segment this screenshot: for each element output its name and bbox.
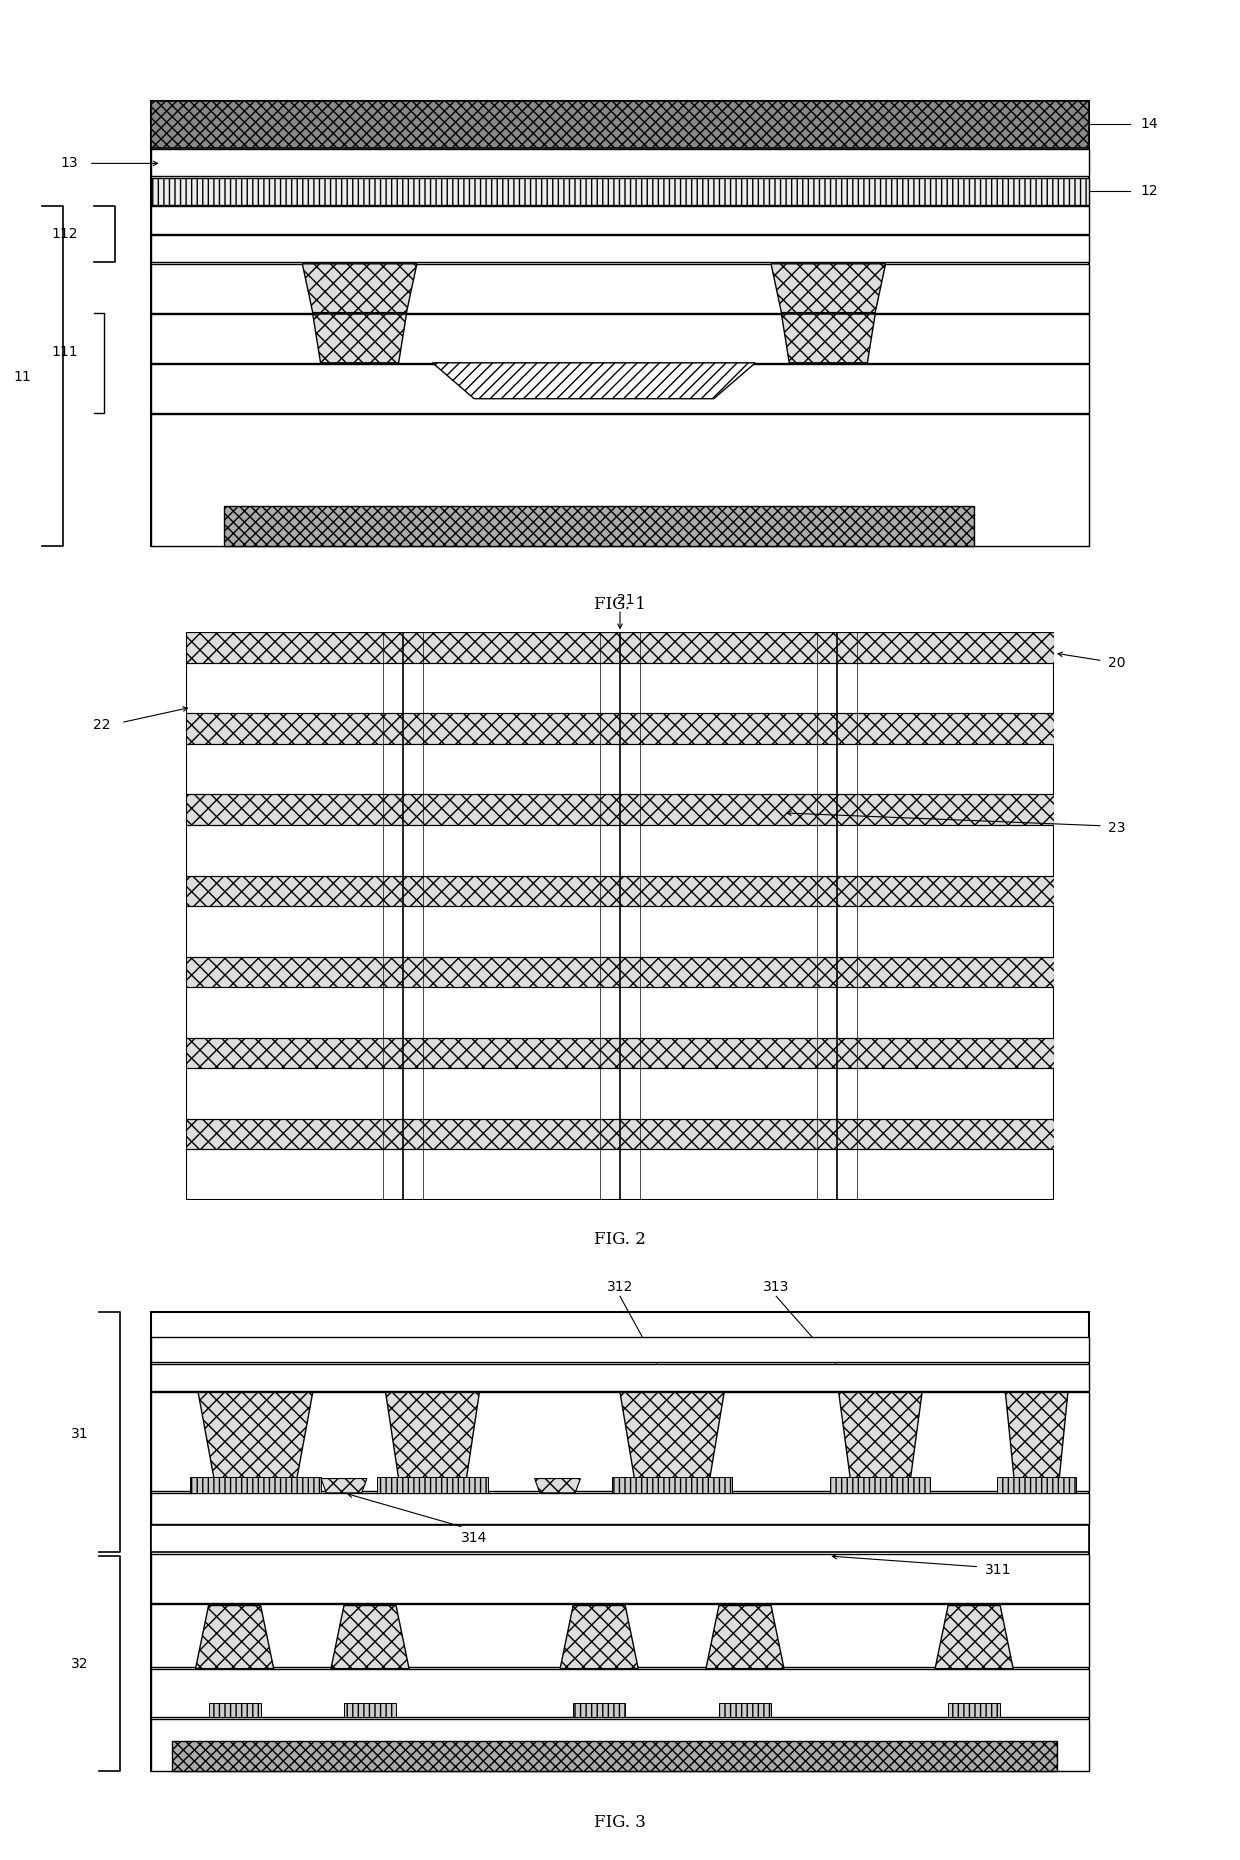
- Polygon shape: [534, 1479, 580, 1494]
- Bar: [151, 100, 1089, 147]
- Bar: [151, 415, 1089, 545]
- Text: FIG. 2: FIG. 2: [594, 1231, 646, 1248]
- Bar: [719, 1704, 771, 1717]
- Bar: [151, 1553, 1089, 1603]
- Bar: [208, 1704, 260, 1717]
- Bar: [611, 1477, 733, 1494]
- Bar: [190, 1477, 321, 1494]
- Polygon shape: [303, 264, 417, 312]
- Bar: [186, 632, 1054, 664]
- Bar: [186, 1118, 1054, 1149]
- Text: 21: 21: [616, 593, 634, 606]
- Polygon shape: [838, 1393, 923, 1486]
- Bar: [573, 1704, 625, 1717]
- Polygon shape: [433, 363, 755, 398]
- Bar: [831, 1477, 930, 1494]
- Text: 14: 14: [1141, 117, 1158, 130]
- Bar: [186, 876, 1054, 906]
- Bar: [151, 1603, 1089, 1667]
- Text: 23: 23: [1109, 822, 1126, 835]
- Text: 313: 313: [763, 1280, 790, 1295]
- Polygon shape: [560, 1605, 639, 1668]
- Text: 311: 311: [985, 1564, 1011, 1577]
- Bar: [186, 714, 1054, 744]
- Bar: [997, 1477, 1076, 1494]
- Bar: [151, 100, 1089, 545]
- Bar: [151, 1337, 1089, 1362]
- Bar: [151, 264, 1089, 312]
- Bar: [151, 234, 1089, 262]
- Polygon shape: [386, 1393, 480, 1486]
- Text: 13: 13: [61, 156, 78, 171]
- Bar: [224, 506, 975, 545]
- Text: 11: 11: [14, 370, 31, 385]
- Bar: [151, 1494, 1089, 1523]
- Polygon shape: [771, 264, 885, 312]
- Polygon shape: [321, 1479, 367, 1494]
- Polygon shape: [620, 1393, 724, 1486]
- Bar: [151, 1719, 1089, 1771]
- Text: 12: 12: [1141, 184, 1158, 199]
- Bar: [343, 1704, 396, 1717]
- Bar: [151, 1668, 1089, 1717]
- Polygon shape: [312, 314, 407, 363]
- Text: 314: 314: [461, 1531, 487, 1546]
- Polygon shape: [781, 314, 875, 363]
- Text: 312: 312: [606, 1280, 634, 1295]
- Bar: [151, 1393, 1089, 1492]
- Text: FIG. 3: FIG. 3: [594, 1814, 646, 1832]
- Bar: [151, 149, 1089, 177]
- Polygon shape: [198, 1393, 312, 1486]
- Text: FIG. 1: FIG. 1: [594, 595, 646, 614]
- Text: 32: 32: [71, 1657, 89, 1670]
- Polygon shape: [706, 1605, 784, 1668]
- Polygon shape: [331, 1605, 409, 1668]
- Text: 111: 111: [52, 346, 78, 359]
- Bar: [949, 1704, 1001, 1717]
- Polygon shape: [196, 1605, 274, 1668]
- Bar: [172, 1741, 1058, 1771]
- Bar: [151, 365, 1089, 413]
- Bar: [151, 179, 1089, 205]
- Polygon shape: [1006, 1393, 1068, 1486]
- Bar: [151, 314, 1089, 363]
- Text: 31: 31: [71, 1427, 89, 1442]
- Bar: [151, 206, 1089, 234]
- Bar: [151, 1363, 1089, 1391]
- Text: 22: 22: [93, 718, 110, 733]
- Bar: [377, 1477, 487, 1494]
- Bar: [186, 956, 1054, 988]
- Text: 20: 20: [1109, 657, 1126, 670]
- Polygon shape: [935, 1605, 1013, 1668]
- Bar: [151, 1525, 1089, 1553]
- Text: 112: 112: [52, 227, 78, 242]
- Bar: [186, 794, 1054, 826]
- Bar: [186, 1038, 1054, 1068]
